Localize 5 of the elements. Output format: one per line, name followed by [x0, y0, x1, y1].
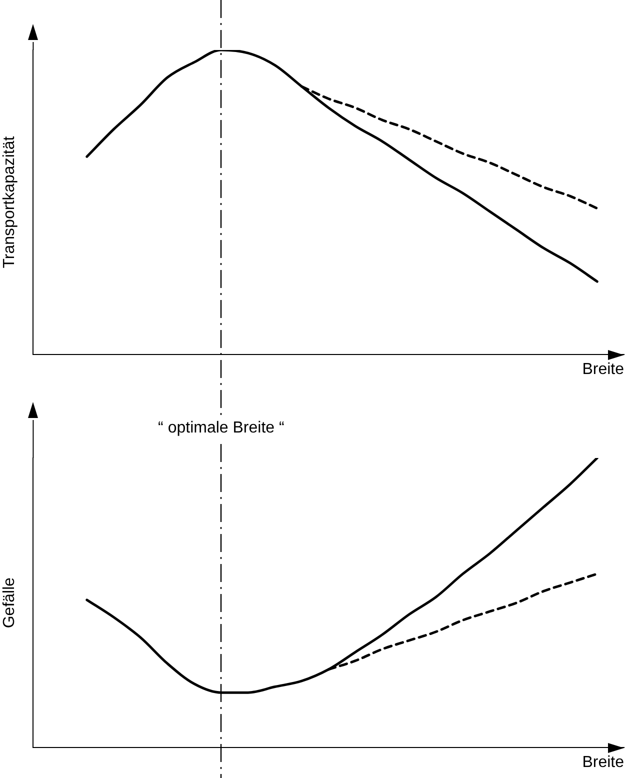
y-axis-title: Transportkapazität	[1, 136, 18, 268]
text: “ optimale Breite “	[158, 419, 284, 436]
x-axis-title: Breite	[582, 360, 624, 378]
y-axis-title: Gefälle	[1, 577, 18, 628]
x-axis-title: Breite	[582, 754, 624, 771]
